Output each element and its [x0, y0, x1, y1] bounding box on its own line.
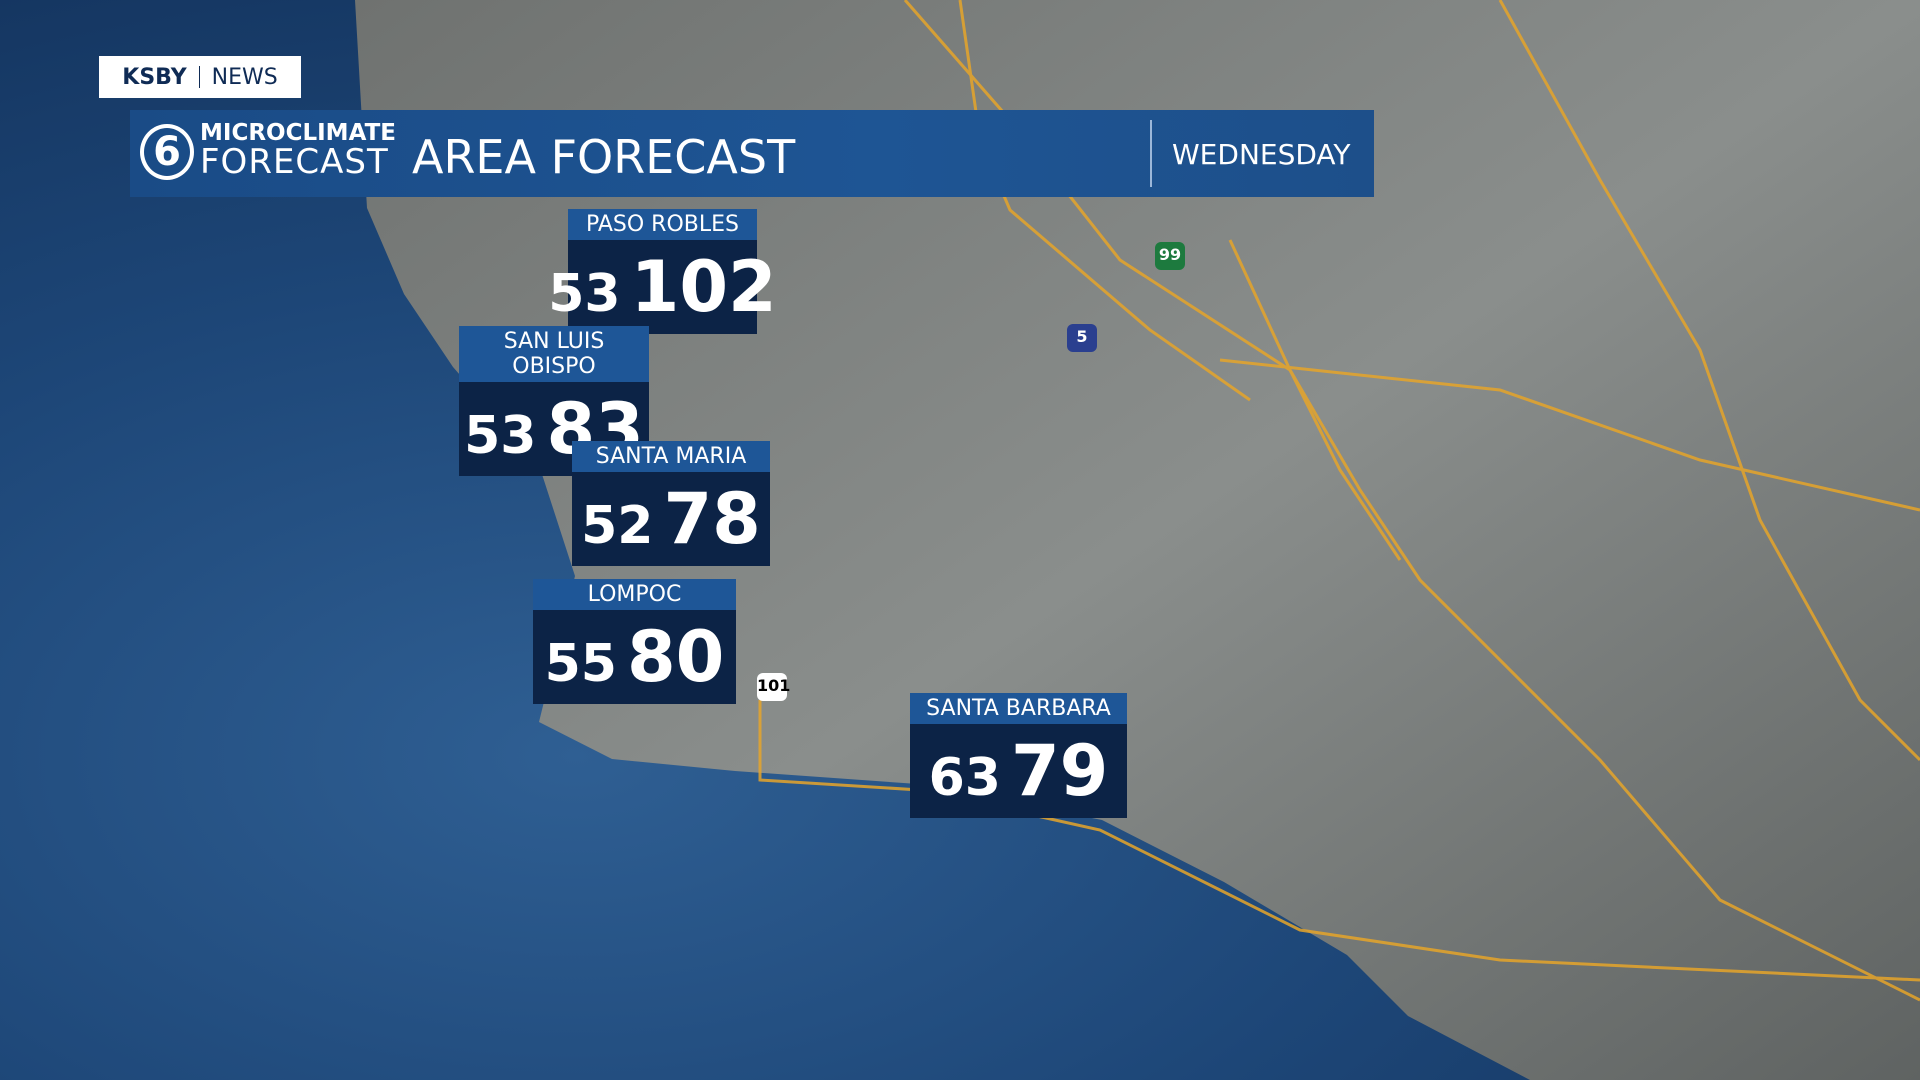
low-temp: 55	[544, 634, 617, 694]
low-temp: 53	[548, 264, 621, 324]
city-name: PASO ROBLES	[568, 209, 757, 240]
city-name: LOMPOC	[533, 579, 736, 610]
logo-mark: 6	[140, 124, 194, 180]
low-temp: 53	[464, 406, 537, 466]
route-shield: 99	[1155, 242, 1185, 270]
brand-tab: KSBY NEWS	[99, 56, 301, 98]
station: KSBY	[122, 64, 187, 90]
temps: 53 102	[548, 240, 777, 334]
city-box: SAN LUIS OBISPO 53 83	[459, 326, 649, 476]
logo-line: FORECAST	[200, 142, 389, 182]
temps: 63 79	[910, 724, 1127, 818]
logo: MICROCLIMATE FORECAST	[200, 120, 396, 182]
city-box: SANTA BARBARA 63 79	[910, 693, 1127, 818]
logo-line: MICROCLIMATE	[200, 120, 396, 146]
city-name: SANTA BARBARA	[910, 693, 1127, 724]
section: NEWS	[211, 64, 278, 90]
low-temp: 63	[928, 748, 1001, 808]
header-bar: 6 MICROCLIMATE FORECAST AREA FORECAST WED…	[130, 110, 1374, 197]
city-box: LOMPOC 55 80	[533, 579, 736, 704]
high-temp: 78	[663, 478, 761, 560]
day: WEDNESDAY	[1172, 138, 1351, 171]
roads	[758, 0, 1920, 1002]
city-name: SAN LUIS OBISPO	[459, 326, 649, 382]
high-temp: 80	[626, 616, 725, 698]
city-name: SANTA MARIA	[572, 441, 770, 472]
temps: 52 78	[572, 472, 770, 566]
temps: 55 80	[533, 610, 736, 704]
temps: 53 83	[459, 382, 649, 476]
low-temp: 52	[581, 496, 654, 556]
city-box: PASO ROBLES 53 102	[548, 209, 777, 334]
high-temp: 79	[1010, 730, 1109, 812]
route-shield: 5	[1067, 324, 1097, 352]
city-box: SANTA MARIA 52 78	[572, 441, 770, 566]
route-shield: 101	[757, 673, 790, 701]
high-temp: 102	[630, 246, 777, 328]
title: AREA FORECAST	[412, 130, 796, 184]
